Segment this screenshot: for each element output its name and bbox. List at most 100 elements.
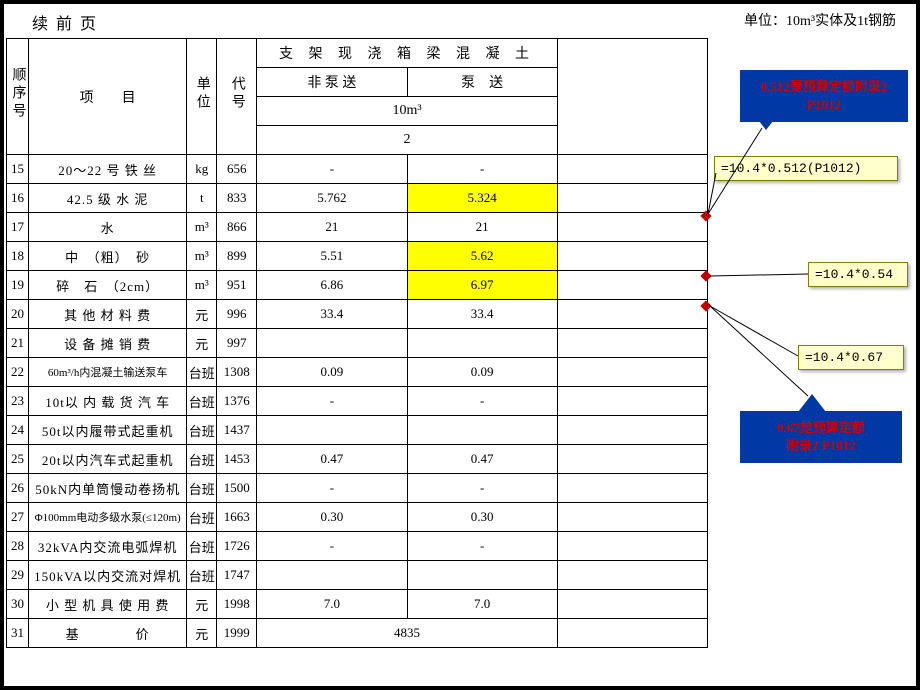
table-cell: 台班 — [187, 416, 217, 445]
th-code: 代号 — [217, 39, 257, 155]
th-vol: 10m³ — [257, 97, 557, 126]
table-cell: 中 （粗） 砂 — [29, 242, 187, 271]
table-cell: 996 — [217, 300, 257, 329]
table-cell: 30 — [7, 590, 29, 619]
table-cell: 元 — [187, 329, 217, 358]
table-cell — [557, 474, 707, 503]
table-cell — [407, 561, 557, 590]
table-cell — [557, 387, 707, 416]
callout-1-line1: 0.512是预算定额附录2 — [746, 78, 902, 96]
table-cell — [557, 590, 707, 619]
table-cell: 866 — [217, 213, 257, 242]
table-cell — [557, 358, 707, 387]
table-cell: 1998 — [217, 590, 257, 619]
table-cell: 50kN内单筒慢动卷扬机 — [29, 474, 187, 503]
table-cell: 23 — [7, 387, 29, 416]
table-cell: 1500 — [217, 474, 257, 503]
table-cell: 42.5 级 水 泥 — [29, 184, 187, 213]
table-cell: - — [257, 155, 407, 184]
table-cell: - — [407, 155, 557, 184]
table-body: 1520～22 号 铁 丝kg656--1642.5 级 水 泥t8335.76… — [7, 155, 708, 648]
table-cell: 0.09 — [407, 358, 557, 387]
table-cell: 28 — [7, 532, 29, 561]
table-row: 1520～22 号 铁 丝kg656-- — [7, 155, 708, 184]
table-row: 18中 （粗） 砂m³8995.515.62 — [7, 242, 708, 271]
table-cell — [257, 561, 407, 590]
table-cell: - — [257, 387, 407, 416]
table-cell — [557, 445, 707, 474]
table-cell: 碎 石 （2cm） — [29, 271, 187, 300]
table-cell: 其 他 材 料 费 — [29, 300, 187, 329]
table-cell — [557, 561, 707, 590]
table-cell: 6.86 — [257, 271, 407, 300]
table-cell: 0.30 — [407, 503, 557, 532]
table-row: 2260m³/h内混凝土输送泵车台班13080.090.09 — [7, 358, 708, 387]
table-row: 2832kVA内交流电弧焊机台班1726-- — [7, 532, 708, 561]
table-cell — [557, 416, 707, 445]
table-cell: 6.97 — [407, 271, 557, 300]
th-nonpump: 非 泵 送 — [257, 68, 407, 97]
table-cell: 台班 — [187, 387, 217, 416]
table-cell: - — [407, 387, 557, 416]
table-cell — [557, 184, 707, 213]
table-cell: 1308 — [217, 358, 257, 387]
table-cell: 25 — [7, 445, 29, 474]
table-row: 19碎 石 （2cm）m³9516.866.97 — [7, 271, 708, 300]
table-row: 20其 他 材 料 费元99633.433.4 — [7, 300, 708, 329]
th-item: 项 目 — [29, 39, 187, 155]
table-row: 29150kVA以内交流对焊机台班1747 — [7, 561, 708, 590]
callout-2: 0.67是预算定额 附录2 P1012 — [740, 411, 902, 463]
table-cell: 18 — [7, 242, 29, 271]
th-seq: 顺序号 — [7, 39, 29, 155]
table-cell: 33.4 — [407, 300, 557, 329]
table-cell: 1437 — [217, 416, 257, 445]
table-cell: 元 — [187, 619, 217, 648]
formula-3: =10.4*0.67 — [798, 345, 904, 370]
table-cell: 21 — [257, 213, 407, 242]
table-row: 2650kN内单筒慢动卷扬机台班1500-- — [7, 474, 708, 503]
table-cell: 29 — [7, 561, 29, 590]
formula-2: =10.4*0.54 — [808, 262, 908, 287]
th-subnum: 2 — [257, 126, 557, 155]
table-cell: m³ — [187, 271, 217, 300]
table-cell: 19 — [7, 271, 29, 300]
callout-1-tail — [752, 112, 780, 130]
table-cell: 5.324 — [407, 184, 557, 213]
table-row: 1642.5 级 水 泥t8335.7625.324 — [7, 184, 708, 213]
table-cell — [557, 300, 707, 329]
table-cell: 7.0 — [407, 590, 557, 619]
table-cell: 基 价 — [29, 619, 187, 648]
table-cell — [257, 416, 407, 445]
table-cell: 1453 — [217, 445, 257, 474]
table-cell: 台班 — [187, 532, 217, 561]
table-row: 17水m³8662121 — [7, 213, 708, 242]
table-cell: 31 — [7, 619, 29, 648]
table-cell: 21 — [407, 213, 557, 242]
table-cell: 32kVA内交流电弧焊机 — [29, 532, 187, 561]
table-cell: 16 — [7, 184, 29, 213]
callout-2-tail — [798, 394, 826, 412]
table-cell: 0.30 — [257, 503, 407, 532]
callout-2-line2: 附录2 P1012 — [746, 437, 896, 455]
table-cell: 5.762 — [257, 184, 407, 213]
table-cell: 5.62 — [407, 242, 557, 271]
table-cell — [557, 329, 707, 358]
continued-label: 续 前 页 — [32, 10, 98, 34]
table-cell: 21 — [7, 329, 29, 358]
table-cell: 元 — [187, 300, 217, 329]
table-cell: 1726 — [217, 532, 257, 561]
table-cell: 833 — [217, 184, 257, 213]
table-cell: 0.47 — [407, 445, 557, 474]
table-cell: m³ — [187, 242, 217, 271]
table-cell: 15 — [7, 155, 29, 184]
table-cell: 0.47 — [257, 445, 407, 474]
table-cell: 26 — [7, 474, 29, 503]
table-cell: 1999 — [217, 619, 257, 648]
table-cell — [557, 213, 707, 242]
table-cell: 0.09 — [257, 358, 407, 387]
table-cell: 台班 — [187, 358, 217, 387]
table-cell: 1747 — [217, 561, 257, 590]
table-cell: 150kVA以内交流对焊机 — [29, 561, 187, 590]
table-cell — [557, 619, 707, 648]
table-cell — [407, 416, 557, 445]
